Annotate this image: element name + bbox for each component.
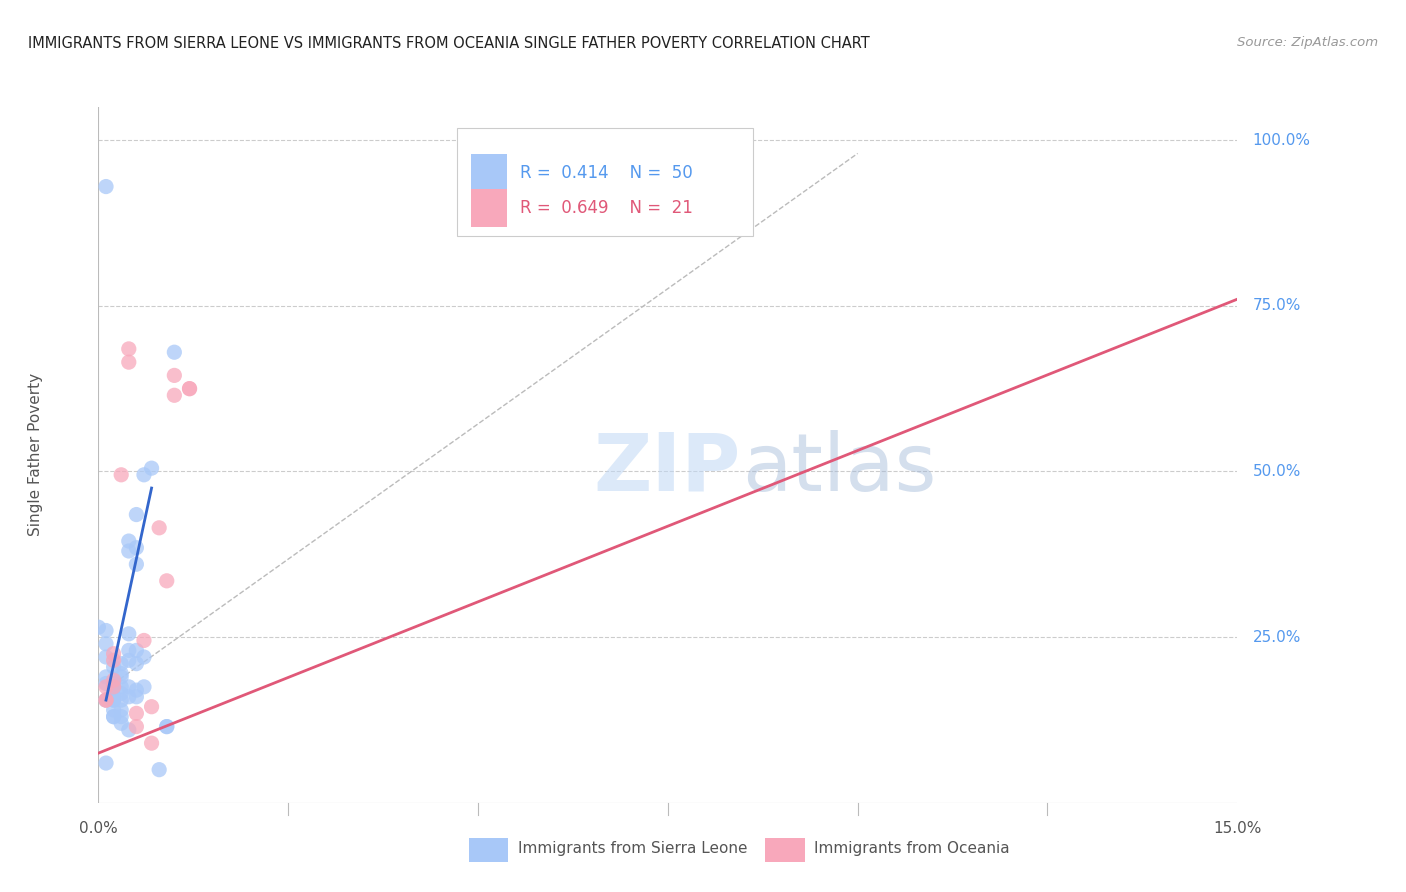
Point — [141, 736, 163, 750]
Point — [110, 680, 132, 694]
Point — [103, 680, 125, 694]
Point — [118, 355, 141, 369]
Point — [125, 657, 148, 671]
Point — [103, 676, 125, 690]
Point — [94, 670, 117, 684]
Point — [163, 345, 186, 359]
Point — [125, 690, 148, 704]
Point — [148, 763, 170, 777]
Text: R =  0.414    N =  50: R = 0.414 N = 50 — [520, 164, 693, 182]
Point — [94, 650, 117, 665]
Point — [110, 716, 132, 731]
Text: 100.0%: 100.0% — [1253, 133, 1310, 148]
Text: 50.0%: 50.0% — [1253, 464, 1301, 479]
Text: 75.0%: 75.0% — [1253, 298, 1301, 313]
Point — [110, 693, 132, 707]
Point — [118, 627, 141, 641]
Point — [125, 541, 148, 555]
Point — [103, 693, 125, 707]
Point — [118, 653, 141, 667]
Point — [94, 693, 117, 707]
Text: 25.0%: 25.0% — [1253, 630, 1301, 645]
Point — [94, 179, 117, 194]
Point — [103, 680, 125, 694]
Point — [103, 703, 125, 717]
Text: 0.0%: 0.0% — [79, 822, 118, 837]
FancyBboxPatch shape — [468, 838, 509, 862]
Point — [141, 461, 163, 475]
Point — [110, 670, 132, 684]
Point — [110, 703, 132, 717]
Point — [118, 680, 141, 694]
Point — [125, 720, 148, 734]
Point — [163, 368, 186, 383]
FancyBboxPatch shape — [471, 154, 508, 193]
Point — [103, 647, 125, 661]
Point — [103, 660, 125, 674]
Point — [148, 521, 170, 535]
Point — [118, 723, 141, 737]
Point — [118, 643, 141, 657]
Point — [132, 680, 155, 694]
FancyBboxPatch shape — [471, 189, 508, 227]
Point — [132, 650, 155, 665]
Point — [110, 467, 132, 482]
Point — [103, 709, 125, 723]
Point — [132, 633, 155, 648]
Text: R =  0.649    N =  21: R = 0.649 N = 21 — [520, 199, 693, 217]
Point — [156, 720, 179, 734]
Point — [125, 643, 148, 657]
FancyBboxPatch shape — [457, 128, 754, 235]
Point — [110, 686, 132, 700]
Point — [118, 544, 141, 558]
Point — [156, 574, 179, 588]
Text: Source: ZipAtlas.com: Source: ZipAtlas.com — [1237, 36, 1378, 49]
Point — [103, 709, 125, 723]
Point — [156, 720, 179, 734]
Text: Immigrants from Oceania: Immigrants from Oceania — [814, 840, 1010, 855]
Point — [125, 508, 148, 522]
Point — [118, 534, 141, 549]
Point — [103, 653, 125, 667]
Point — [94, 637, 117, 651]
Text: Immigrants from Sierra Leone: Immigrants from Sierra Leone — [517, 840, 747, 855]
Point — [94, 693, 117, 707]
Point — [132, 467, 155, 482]
Text: ZIP: ZIP — [593, 430, 741, 508]
Point — [94, 624, 117, 638]
FancyBboxPatch shape — [765, 838, 804, 862]
Point — [94, 756, 117, 770]
Point — [103, 673, 125, 688]
Point — [103, 690, 125, 704]
Point — [125, 683, 148, 698]
Point — [94, 676, 117, 690]
Text: atlas: atlas — [742, 430, 936, 508]
Point — [125, 558, 148, 572]
Point — [118, 342, 141, 356]
Point — [110, 666, 132, 681]
Point — [179, 382, 201, 396]
Text: Single Father Poverty: Single Father Poverty — [28, 374, 44, 536]
Point — [110, 709, 132, 723]
Point — [110, 657, 132, 671]
Point — [94, 693, 117, 707]
Point — [141, 699, 163, 714]
Point — [125, 706, 148, 721]
Point — [118, 690, 141, 704]
Text: IMMIGRANTS FROM SIERRA LEONE VS IMMIGRANTS FROM OCEANIA SINGLE FATHER POVERTY CO: IMMIGRANTS FROM SIERRA LEONE VS IMMIGRAN… — [28, 36, 870, 51]
Point — [179, 382, 201, 396]
Text: 15.0%: 15.0% — [1213, 822, 1261, 837]
Point — [87, 620, 110, 634]
Point — [103, 693, 125, 707]
Point — [163, 388, 186, 402]
Point — [94, 680, 117, 694]
